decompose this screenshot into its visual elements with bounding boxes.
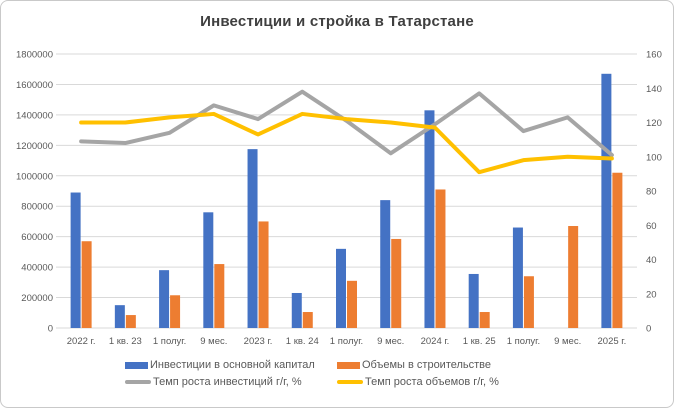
x-axis-tick-label: 2024 г. [421, 336, 450, 347]
legend-swatch-construction [337, 361, 360, 369]
x-axis-tick-label: 1 кв. 25 [463, 336, 496, 347]
chart-legend: Инвестиции в основной капитал Объемы в ст… [1, 359, 673, 388]
y-axis-tick-label-right: 100 [646, 152, 662, 163]
legend-swatch-investments [125, 361, 148, 369]
x-axis-tick-label: 1 полуг. [330, 336, 363, 347]
bar-investments [424, 110, 435, 328]
legend-item-volumes-growth: Темп роста объемов г/г, % [337, 376, 549, 388]
legend-item-investments-growth: Темп роста инвестиций г/г, % [125, 376, 337, 388]
legend-label: Инвестиции в основной капитал [150, 359, 315, 371]
x-axis-tick-label: 1 полуг. [507, 336, 540, 347]
legend-label: Темп роста инвестиций г/г, % [153, 376, 302, 388]
legend-swatch-volumes-growth [337, 380, 363, 384]
bar-construction [125, 315, 136, 328]
y-axis-tick-label-right: 80 [646, 187, 657, 198]
bar-construction [81, 241, 92, 328]
bar-construction [612, 172, 623, 328]
bar-construction [479, 312, 490, 328]
bar-investments [114, 305, 125, 328]
line-volumes-growth [79, 111, 614, 175]
bar-construction [170, 295, 181, 328]
y-axis-tick-label-right: 20 [646, 289, 657, 300]
x-axis-tick-label: 1 кв. 24 [286, 336, 319, 347]
x-axis-tick-label: 9 мес. [554, 336, 581, 347]
y-axis-tick-label-left: 600000 [21, 232, 53, 243]
y-axis-tick-label-right: 140 [646, 84, 662, 95]
bar-construction [302, 312, 313, 328]
y-axis-tick-label-left: 200000 [21, 293, 53, 304]
bar-construction [258, 221, 269, 328]
bar-investments [70, 192, 81, 328]
legend-label: Объемы в строительстве [362, 359, 492, 371]
y-axis-tick-label-left: 1400000 [16, 110, 53, 121]
y-axis-tick-label-left: 400000 [21, 263, 53, 274]
y-axis-tick-label-left: 1000000 [16, 171, 53, 182]
bar-construction [347, 280, 357, 328]
y-axis-tick-label-right: 40 [646, 255, 657, 266]
y-axis-tick-label-left: 0 [48, 324, 53, 335]
x-axis-tick-label: 9 мес. [200, 336, 227, 347]
legend-item-investments: Инвестиции в основной капитал [125, 359, 337, 371]
bar-investments [247, 149, 258, 328]
bar-investments [159, 270, 170, 328]
bar-construction [391, 238, 402, 328]
legend-label: Темп роста объемов г/г, % [365, 376, 499, 388]
bar-construction [435, 189, 446, 328]
x-axis-tick-label: 2025 г. [598, 336, 627, 347]
bar-investments [336, 248, 346, 328]
y-axis-tick-label-left: 800000 [21, 202, 53, 213]
bar-investments [468, 273, 479, 328]
bar-construction [214, 264, 225, 328]
x-axis-tick-label: 2023 г. [244, 336, 273, 347]
y-axis-tick-label-right: 160 [646, 50, 662, 61]
bar-investments [291, 292, 302, 328]
y-axis-tick-label-left: 1800000 [16, 50, 53, 61]
legend-swatch-investments-growth [125, 380, 151, 384]
legend-item-construction: Объемы в строительстве [337, 359, 549, 371]
x-axis-tick-label: 2022 г. [67, 336, 96, 347]
y-axis-tick-label-right: 0 [646, 324, 651, 335]
x-axis-tick-label: 1 кв. 23 [109, 336, 142, 347]
bar-investments [601, 73, 612, 329]
bar-investments [380, 200, 391, 328]
y-axis-tick-label-right: 120 [646, 118, 662, 129]
y-axis-tick-label-right: 60 [646, 221, 657, 232]
x-axis-tick-label: 9 мес. [377, 336, 404, 347]
y-axis-tick-label-left: 1200000 [16, 141, 53, 152]
bar-construction [523, 276, 534, 328]
y-axis-tick-label-left: 1600000 [16, 80, 53, 91]
bar-investments [512, 227, 523, 328]
x-axis-tick-label: 1 полуг. [153, 336, 186, 347]
chart-title: Инвестиции и стройка в Татарстане [200, 13, 474, 30]
bar-investments [203, 212, 214, 328]
bar-construction [568, 226, 579, 328]
